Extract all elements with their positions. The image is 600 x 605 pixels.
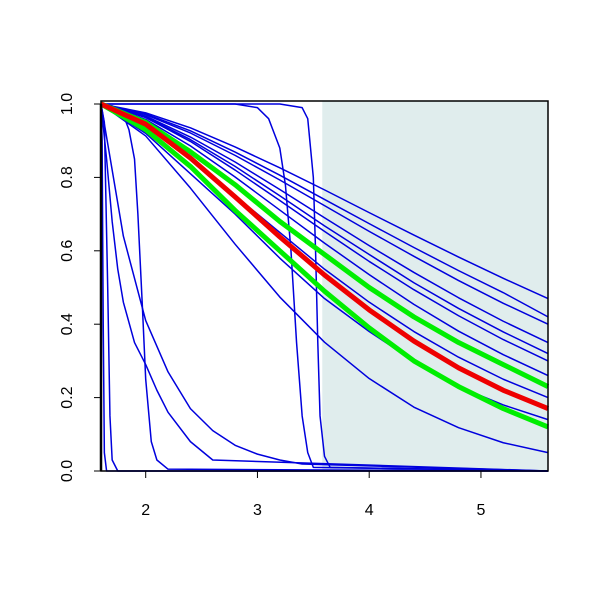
curve — [100, 101, 550, 389]
y-tick-label: 0.2 — [59, 386, 76, 408]
curve — [100, 103, 549, 362]
curve — [99, 101, 549, 430]
curve — [100, 103, 549, 344]
y-tick-label: 1.0 — [59, 93, 76, 115]
curve — [100, 103, 549, 472]
y-tick-label: 0.6 — [59, 240, 76, 262]
y-tick-label: 0.8 — [59, 166, 76, 188]
curve — [100, 103, 549, 377]
x-tick-label: 5 — [476, 502, 485, 519]
curve — [100, 103, 549, 454]
curve — [99, 101, 549, 411]
curve — [100, 103, 549, 355]
x-tick-label: 2 — [141, 502, 150, 519]
curve — [100, 103, 549, 300]
curve — [101, 103, 549, 472]
y-tick-label: 0.0 — [59, 460, 76, 482]
curve — [100, 103, 549, 318]
x-tick-label: 3 — [253, 502, 262, 519]
y-tick-label: 0.4 — [59, 313, 76, 335]
x-tick-label: 4 — [365, 502, 374, 519]
curve — [100, 103, 549, 472]
curve — [100, 103, 549, 325]
